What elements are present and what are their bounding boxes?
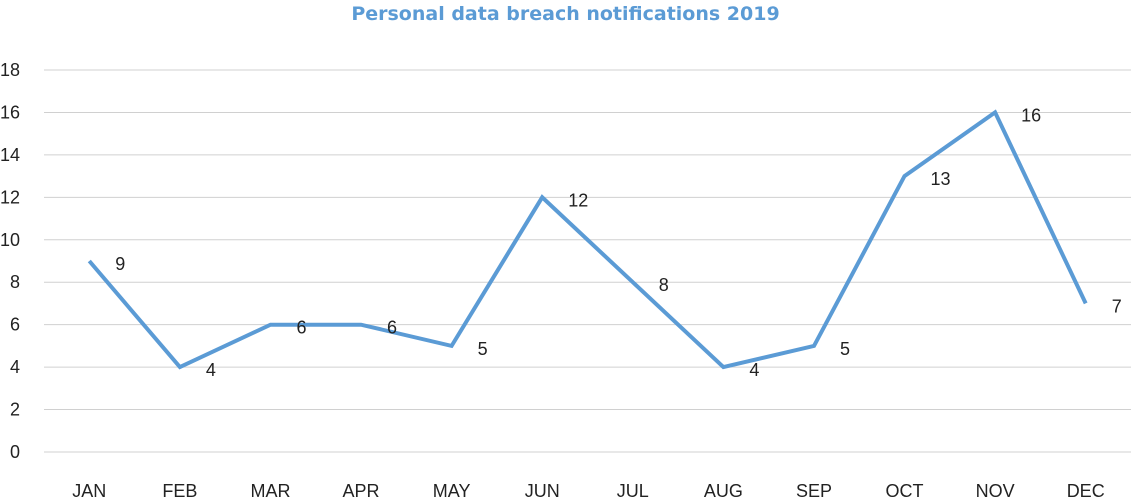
x-axis-ticks: JAN FEB MAR APR MAY JUN JUL AUG SEP OCT NOV DEC (72, 481, 1104, 499)
series-layer (87, 109, 1088, 370)
data-label-aug: 4 (749, 360, 759, 380)
data-label-jan: 9 (115, 254, 125, 274)
x-tick-label-feb: FEB (162, 481, 197, 499)
data-label-oct: 13 (931, 169, 951, 189)
x-tick-label-nov: NOV (976, 481, 1015, 499)
y-tick-label-10: 10 (0, 230, 20, 250)
y-axis-ticks: 0 2 4 6 8 10 12 14 16 18 (0, 60, 20, 462)
data-label-sep: 5 (840, 339, 850, 359)
x-tick-label-oct: OCT (886, 481, 924, 499)
y-tick-label-18: 18 (0, 60, 20, 80)
y-tick-label-16: 16 (0, 102, 20, 122)
y-tick-label-4: 4 (10, 357, 20, 377)
x-tick-label-dec: DEC (1067, 481, 1105, 499)
chart-title: Personal data breach notifications 2019 (351, 3, 780, 25)
y-tick-label-14: 14 (0, 145, 20, 165)
series-line (87, 109, 1088, 370)
x-tick-label-aug: AUG (704, 481, 743, 499)
x-tick-label-jun: JUN (525, 481, 560, 499)
y-tick-label-6: 6 (10, 315, 20, 335)
y-tick-label-0: 0 (10, 442, 20, 462)
data-label-jul: 8 (659, 275, 669, 295)
data-label-nov: 16 (1021, 105, 1041, 125)
data-label-jun: 12 (568, 190, 588, 210)
x-tick-label-sep: SEP (796, 481, 832, 499)
y-tick-label-12: 12 (0, 187, 20, 207)
data-labels: 9 4 6 6 5 12 8 4 5 13 16 7 (115, 105, 1121, 380)
data-label-feb: 4 (206, 360, 216, 380)
y-tick-label-2: 2 (10, 400, 20, 420)
x-tick-label-jul: JUL (617, 481, 649, 499)
x-tick-label-apr: APR (343, 481, 380, 499)
gridlines (44, 69, 1131, 453)
data-label-mar: 6 (296, 318, 306, 338)
y-tick-label-8: 8 (10, 272, 20, 292)
x-tick-label-jan: JAN (72, 481, 106, 499)
data-label-may: 5 (478, 339, 488, 359)
x-tick-label-mar: MAR (250, 481, 290, 499)
x-tick-label-may: MAY (433, 481, 471, 499)
data-label-apr: 6 (387, 318, 397, 338)
data-label-dec: 7 (1112, 296, 1122, 316)
